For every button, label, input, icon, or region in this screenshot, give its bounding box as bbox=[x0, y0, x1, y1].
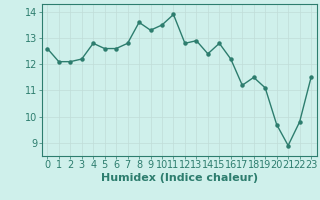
X-axis label: Humidex (Indice chaleur): Humidex (Indice chaleur) bbox=[100, 173, 258, 183]
